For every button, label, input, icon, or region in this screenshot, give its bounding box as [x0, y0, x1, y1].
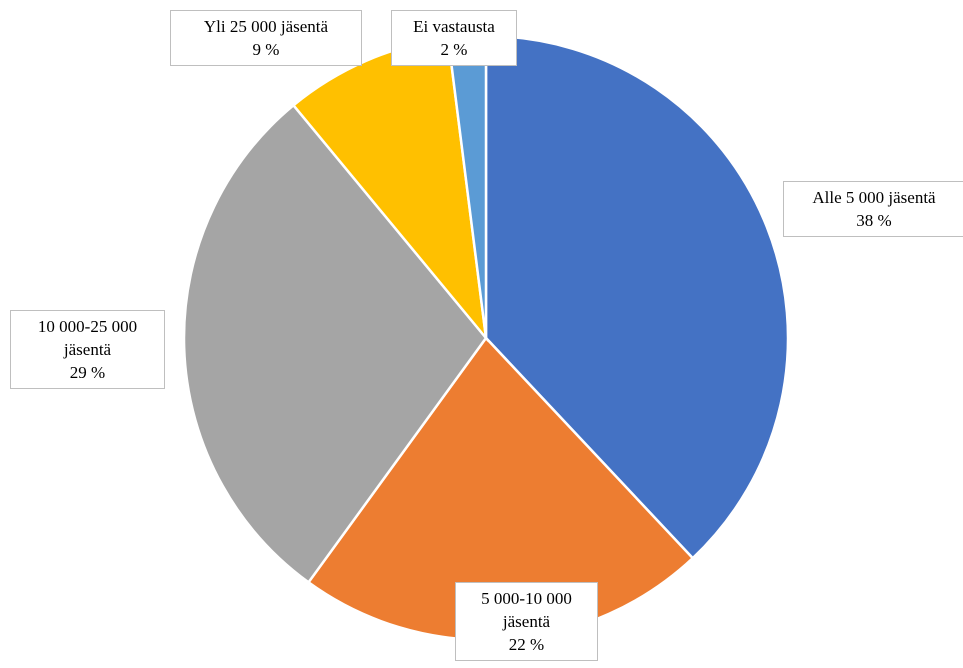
data-label: Yli 25 000 jäsentä 9 % — [170, 10, 362, 66]
pie-slice — [484, 34, 790, 560]
category-label: 10 000-25 000 jäsentä — [37, 317, 138, 359]
category-label: Alle 5 000 jäsentä — [812, 188, 936, 207]
pie-slice — [182, 103, 488, 585]
value-label: 22 % — [508, 635, 545, 654]
data-label: 10 000-25 000 jäsentä 29 % — [10, 310, 165, 389]
value-label: 2 % — [440, 40, 468, 59]
value-label: 9 % — [252, 40, 280, 59]
value-label: 29 % — [69, 363, 106, 382]
category-label: 5 000-10 000 jäsentä — [481, 589, 572, 631]
data-label: Alle 5 000 jäsentä 38 % — [783, 181, 963, 237]
data-label: 5 000-10 000 jäsentä 22 % — [455, 582, 598, 661]
category-label: Ei vastausta — [413, 17, 495, 36]
category-label: Yli 25 000 jäsentä — [203, 17, 329, 36]
value-label: 38 % — [856, 211, 892, 230]
data-label: Ei vastausta 2 % — [391, 10, 517, 66]
